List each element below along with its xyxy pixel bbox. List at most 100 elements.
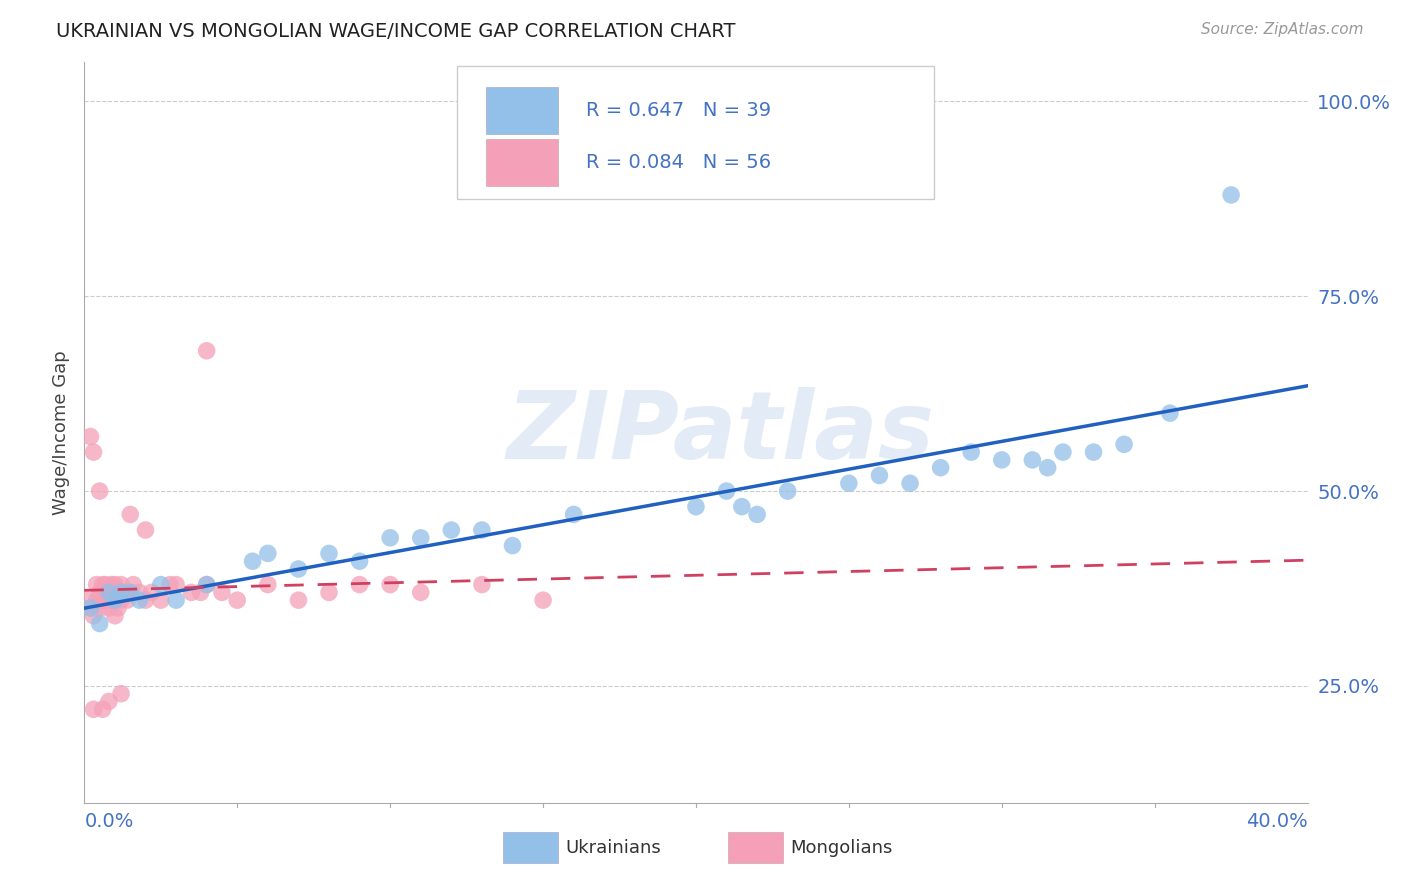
Point: [97, 585, 120, 599]
Point: [159, 577, 181, 591]
Point: [97, 694, 120, 708]
Point: [716, 484, 738, 499]
Point: [89, 616, 111, 631]
Point: [101, 593, 124, 607]
Point: [1036, 460, 1059, 475]
Point: [257, 546, 280, 560]
Point: [91, 577, 114, 591]
Point: [97, 585, 120, 599]
Point: [1159, 406, 1181, 420]
Point: [211, 585, 233, 599]
Point: [120, 508, 142, 522]
Point: [440, 523, 463, 537]
Point: [115, 593, 138, 607]
Point: [731, 500, 754, 514]
Point: [898, 476, 921, 491]
Y-axis label: Wage/Income Gap: Wage/Income Gap: [52, 351, 70, 515]
Point: [1114, 437, 1136, 451]
Point: [471, 577, 494, 591]
Point: [79, 601, 101, 615]
Text: Source: ZipAtlas.com: Source: ZipAtlas.com: [1201, 22, 1364, 37]
Point: [195, 577, 218, 591]
Point: [776, 484, 799, 499]
Point: [226, 593, 249, 607]
FancyBboxPatch shape: [485, 138, 558, 186]
Point: [110, 687, 132, 701]
Point: [110, 577, 132, 591]
Point: [86, 577, 108, 591]
Point: [128, 585, 150, 599]
Point: [838, 476, 860, 491]
Point: [94, 593, 117, 607]
FancyBboxPatch shape: [457, 66, 935, 200]
Point: [1021, 453, 1043, 467]
Point: [79, 429, 101, 443]
FancyBboxPatch shape: [485, 87, 558, 135]
Point: [471, 523, 494, 537]
Point: [107, 601, 129, 615]
Point: [104, 577, 127, 591]
Point: [685, 500, 707, 514]
Point: [869, 468, 891, 483]
Point: [502, 539, 524, 553]
Point: [1052, 445, 1074, 459]
Point: [195, 343, 218, 358]
Point: [190, 585, 212, 599]
Point: [89, 484, 111, 499]
Point: [97, 593, 120, 607]
Point: [349, 577, 371, 591]
Point: [1220, 188, 1243, 202]
Point: [991, 453, 1014, 467]
Point: [287, 593, 309, 607]
Point: [149, 577, 172, 591]
Point: [380, 577, 402, 591]
Point: [101, 577, 124, 591]
Point: [83, 445, 105, 459]
Point: [76, 593, 98, 607]
Point: [195, 577, 218, 591]
Text: Mongolians: Mongolians: [790, 839, 893, 857]
Point: [380, 531, 402, 545]
Point: [409, 585, 432, 599]
Point: [165, 593, 187, 607]
Point: [135, 593, 157, 607]
Point: [257, 577, 280, 591]
Point: [104, 593, 127, 607]
Point: [318, 546, 340, 560]
Point: [747, 508, 769, 522]
Text: UKRAINIAN VS MONGOLIAN WAGE/INCOME GAP CORRELATION CHART: UKRAINIAN VS MONGOLIAN WAGE/INCOME GAP C…: [56, 22, 735, 41]
Point: [287, 562, 309, 576]
Point: [89, 585, 111, 599]
Text: R = 0.084   N = 56: R = 0.084 N = 56: [586, 153, 770, 172]
Point: [94, 577, 117, 591]
Point: [180, 585, 202, 599]
Point: [122, 577, 145, 591]
Point: [110, 585, 132, 599]
Text: 40.0%: 40.0%: [1246, 812, 1308, 831]
Point: [107, 585, 129, 599]
Point: [83, 608, 105, 623]
Point: [104, 593, 127, 607]
Text: ZIPatlas: ZIPatlas: [506, 386, 935, 479]
Point: [165, 577, 187, 591]
Text: 0.0%: 0.0%: [84, 812, 134, 831]
Point: [242, 554, 264, 568]
Point: [409, 531, 432, 545]
Point: [318, 585, 340, 599]
Point: [97, 601, 120, 615]
Point: [141, 585, 163, 599]
Point: [135, 523, 157, 537]
Point: [89, 601, 111, 615]
Point: [349, 554, 371, 568]
Point: [128, 593, 150, 607]
Point: [91, 702, 114, 716]
Text: Ukrainians: Ukrainians: [565, 839, 661, 857]
Text: R = 0.647   N = 39: R = 0.647 N = 39: [586, 101, 770, 120]
Point: [120, 585, 142, 599]
Point: [531, 593, 554, 607]
Point: [120, 585, 142, 599]
Point: [110, 593, 132, 607]
Point: [91, 593, 114, 607]
Point: [929, 460, 952, 475]
Point: [1083, 445, 1105, 459]
